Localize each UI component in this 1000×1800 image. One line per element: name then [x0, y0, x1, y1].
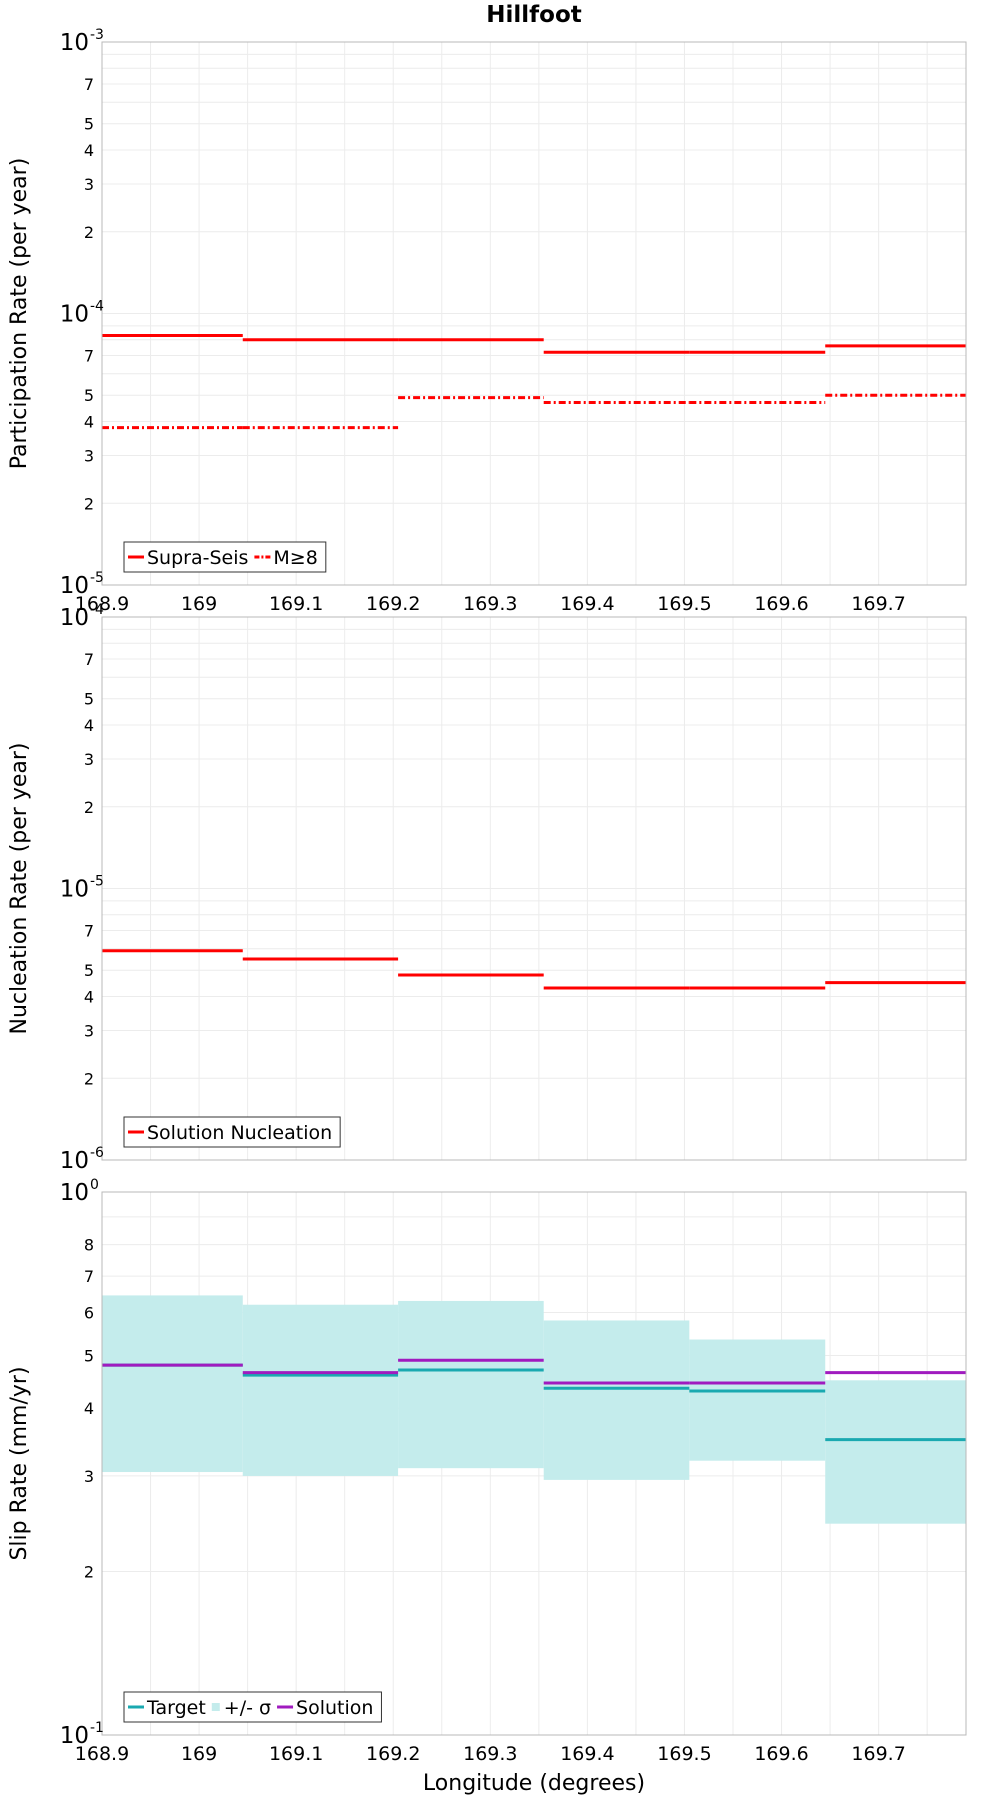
legend-item: Solution Nucleation: [128, 1122, 332, 1144]
y-tick-label: 2: [84, 798, 94, 817]
x-tick-label: 169.3: [463, 1743, 517, 1765]
y-tick-label: 4: [84, 413, 94, 432]
x-tick-label: 169.7: [851, 593, 905, 615]
band-segment: [543, 1320, 690, 1480]
legend-label: +/- σ: [224, 1697, 271, 1719]
y-tick-label: 10: [60, 302, 89, 328]
x-tick-label: 168.9: [75, 593, 129, 615]
y-tick-label: 5: [84, 115, 94, 134]
band-segment: [102, 1295, 243, 1473]
y-tick-exponent: -4: [90, 602, 104, 618]
y-tick-label: 10: [60, 573, 89, 599]
y-tick-label: 10: [60, 30, 89, 56]
x-tick-label: 169.5: [657, 1743, 711, 1765]
y-tick-exponent: -4: [90, 299, 104, 315]
legend-box: [123, 541, 327, 573]
x-tick-label: 169.6: [754, 1743, 808, 1765]
legend-item: M≥8: [254, 547, 318, 569]
y-tick-label: 8: [84, 1236, 94, 1255]
y-tick-label: 10: [60, 1723, 89, 1749]
y-tick-label: 4: [84, 716, 94, 735]
plot-frame: [101, 616, 967, 1161]
x-tick-label: 169.1: [269, 593, 323, 615]
y-tick-label: 5: [84, 1346, 94, 1365]
y-tick-label: 4: [84, 1399, 94, 1418]
chart-title: Hillfoot: [486, 2, 582, 28]
legend-label: Solution Nucleation: [147, 1122, 332, 1144]
legend-swatch: [211, 1703, 220, 1711]
x-tick-label: 169.2: [366, 1743, 420, 1765]
y-tick-label: 5: [84, 386, 94, 405]
x-tick-label: 169.5: [657, 593, 711, 615]
legend: Supra-Seis M≥8: [123, 541, 327, 573]
y-tick-label: 3: [84, 446, 94, 465]
y-tick-exponent: 0: [90, 1177, 99, 1193]
y-tick-label: 3: [84, 175, 94, 194]
legend-item: Supra-Seis: [128, 547, 248, 569]
y-tick-label: 10: [60, 877, 89, 903]
y-tick-label: 3: [84, 750, 94, 769]
y-tick-label: 10: [60, 605, 89, 631]
y-tick-label: 10: [60, 1148, 89, 1174]
x-tick-label: 169.1: [269, 1743, 323, 1765]
y-tick-label: 4: [84, 141, 94, 160]
y-tick-label: 4: [84, 988, 94, 1007]
legend-label: Supra-Seis: [147, 547, 248, 569]
x-tick-label: 169.4: [560, 593, 614, 615]
legend: Target +/- σ Solution: [123, 1691, 382, 1723]
y-axis-title: Slip Rate (mm/yr): [7, 1366, 32, 1560]
y-tick-label: 10: [60, 1180, 89, 1206]
legend-label: Target: [146, 1697, 206, 1719]
legend-label: M≥8: [273, 547, 317, 569]
y-tick-label: 2: [84, 494, 94, 513]
plot-frame: [101, 41, 967, 586]
band-segment: [242, 1304, 399, 1476]
y-tick-label: 5: [84, 690, 94, 709]
legend: Solution Nucleation: [123, 1116, 341, 1148]
y-tick-label: 6: [84, 1303, 94, 1322]
y-tick-label: 7: [84, 650, 94, 669]
y-tick-label: 3: [84, 1467, 94, 1486]
legend-item: Target: [128, 1697, 206, 1719]
x-tick-label: 168.9: [75, 1743, 129, 1765]
y-tick-label: 3: [84, 1021, 94, 1040]
x-tick-label: 169.2: [366, 593, 420, 615]
x-tick-label: 169.7: [851, 1743, 905, 1765]
y-tick-label: 2: [84, 1069, 94, 1088]
legend-item: +/- σ: [211, 1697, 271, 1719]
band-segment: [689, 1339, 826, 1461]
legend-label: Solution: [296, 1697, 373, 1719]
y-axis-title: Nucleation Rate (per year): [7, 743, 32, 1035]
y-tick-exponent: -1: [90, 1720, 104, 1736]
y-tick-label: 7: [84, 75, 94, 94]
band-segment: [825, 1380, 966, 1524]
y-tick-label: 7: [84, 347, 94, 366]
y-tick-exponent: -5: [90, 570, 104, 586]
plot-frame: [101, 1191, 967, 1736]
y-tick-exponent: -5: [90, 874, 104, 890]
legend-item: Solution: [277, 1697, 373, 1719]
legend-box: [123, 1116, 341, 1148]
legend-box: [123, 1691, 382, 1723]
y-tick-label: 5: [84, 961, 94, 980]
y-axis-title: Participation Rate (per year): [7, 158, 32, 470]
x-tick-label: 169.3: [463, 593, 517, 615]
band-segment: [398, 1300, 544, 1469]
y-tick-exponent: -6: [90, 1145, 104, 1161]
x-tick-label: 169.4: [560, 1743, 614, 1765]
y-tick-label: 7: [84, 1267, 94, 1286]
y-tick-exponent: -3: [90, 27, 104, 43]
x-tick-label: 169: [181, 593, 217, 615]
x-tick-label: 169.6: [754, 593, 808, 615]
y-tick-label: 2: [84, 1563, 94, 1582]
y-tick-label: 2: [84, 223, 94, 242]
x-axis-title: Longitude (degrees): [423, 1771, 645, 1796]
x-tick-label: 169: [181, 1743, 217, 1765]
y-tick-label: 7: [84, 922, 94, 941]
